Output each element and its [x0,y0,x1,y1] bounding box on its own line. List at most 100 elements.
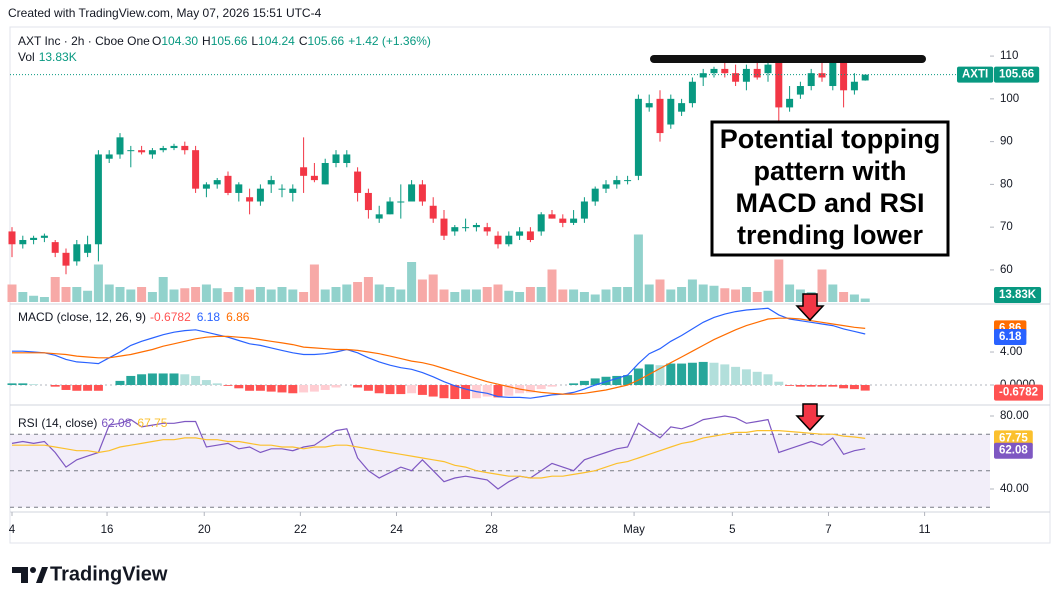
candle-body [181,145,189,151]
volume-bar [93,264,103,302]
histogram-bar [255,385,265,391]
brand: TradingView [50,563,168,585]
candle-body [418,184,426,202]
indicator-value: -0.6782 [150,310,191,324]
volume-bar [677,287,687,302]
volume-bar [212,288,222,302]
y-tick-label: 4.00 [1000,346,1022,358]
histogram-bar [126,375,136,386]
volume-bar [428,274,438,302]
histogram-bar [223,385,233,386]
candle-body [764,64,772,74]
volume-bar [29,295,39,302]
candle-body [570,218,578,223]
histogram-bar [828,385,838,387]
annotation-box [710,120,950,257]
histogram-bar [741,369,751,386]
histogram-bar [288,385,298,394]
candle-body [753,68,761,78]
volume-bar [687,279,697,302]
symbol-legend: AXT Inc · 2h · Cboe One [18,34,150,48]
volume-bar [839,292,849,302]
volume-bar [72,287,82,302]
indicator-value: 6.86 [226,310,250,324]
candle-body [127,150,135,152]
volume-bar [569,289,579,302]
histogram-label-bg [994,384,1044,401]
candle-body [710,68,718,74]
histogram-bar [277,385,287,393]
volume-bar [201,284,211,302]
indicator-title: MACD (close, 12, 26, 9) [18,310,146,324]
rsi-label: 62.08 [999,445,1028,457]
histogram-bar [299,385,309,393]
histogram-bar [623,375,633,386]
histogram-bar [385,385,395,395]
volume-bar [731,289,741,302]
histogram-bar [709,362,719,386]
volume-bar [126,289,136,302]
candle-body [73,244,81,262]
volume-bar [860,298,870,302]
candle-body [332,154,340,164]
candle-body [796,86,804,95]
volume-bar [763,290,773,302]
volume-bar [655,279,665,302]
histogram-bar [731,366,741,386]
histogram-bar [396,385,406,395]
volume-bar [709,285,719,302]
volume-bar [191,287,201,302]
candle-body [602,184,610,189]
y-tick-label: 40.00 [1000,483,1029,495]
annotation-line: MACD and RSI [736,188,925,218]
volume-bar [698,284,708,302]
x-tick-label: 16 [101,524,114,536]
histogram-bar [428,385,438,397]
ohlc-letter: H [202,34,211,48]
candle-body [62,252,70,266]
candle-body [624,180,632,182]
candle-body [30,237,38,240]
histogram-bar [752,371,762,386]
histogram-bar [417,385,427,395]
histogram-bar [525,385,535,393]
histogram-bar [61,385,71,390]
candle-body [494,235,502,245]
candle-body [613,180,621,185]
ohlc-letter: L [251,34,258,48]
volume-bar [601,289,611,302]
x-tick-label: May [623,524,645,536]
rsi-ma-label: 67.75 [999,432,1028,444]
candle-body [807,73,815,87]
volume-bar [50,277,60,302]
candle-body [40,235,48,238]
brand-logo [12,567,48,583]
volume-bar [525,287,535,302]
candle-body [386,201,394,215]
candle-body [256,188,264,202]
volume-bar [633,234,643,302]
candle-body [321,163,329,185]
candle-body [310,175,318,181]
histogram-bar [687,362,697,386]
histogram-bar [201,380,211,386]
histogram-bar [795,385,805,387]
histogram-bar [579,380,589,386]
candle-body [537,214,545,232]
histogram-bar [245,385,255,391]
candle-body [429,205,437,219]
candle-body [202,184,210,189]
candle-body [462,227,470,229]
histogram-bar [147,373,157,386]
volume-bar [331,287,341,302]
candle-body [224,175,232,193]
volume-bar [590,294,600,302]
histogram-bar [839,385,849,389]
histogram-bar [763,374,773,386]
x-tick-label: 24 [390,524,403,536]
histogram-bar [50,385,60,387]
histogram-bar [83,385,93,391]
y-tick-label: 80 [1000,178,1013,190]
histogram-bar [655,365,665,386]
volume-value: 13.83K [39,50,77,64]
